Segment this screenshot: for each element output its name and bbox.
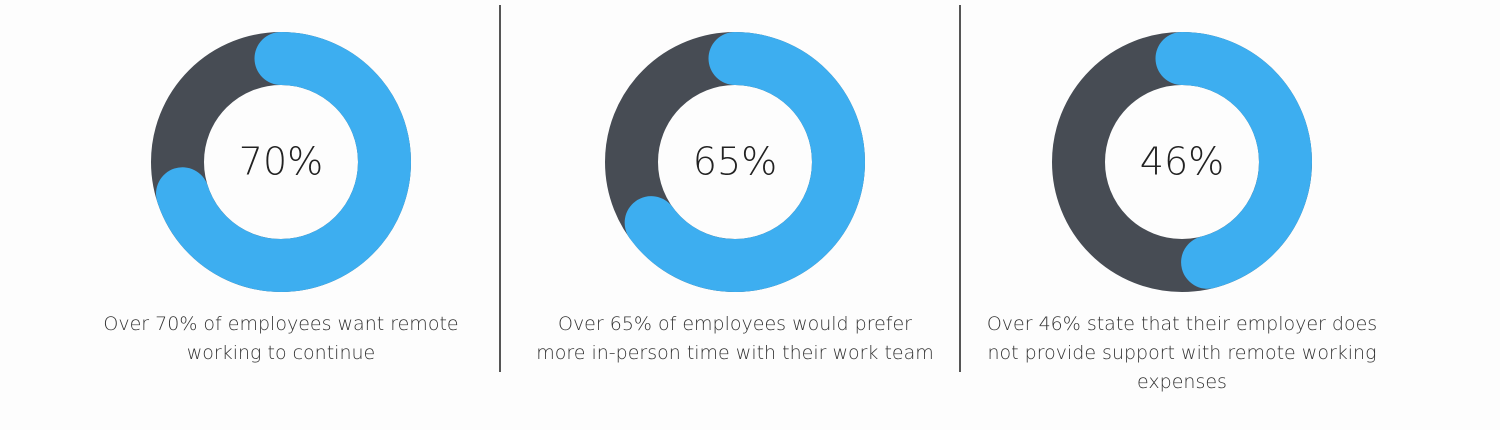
center-value: 70% <box>239 140 323 184</box>
caption: Over 46% state that their employer does … <box>986 313 1378 393</box>
divider <box>959 5 961 372</box>
donut-arc <box>151 32 411 292</box>
divider <box>499 5 501 372</box>
center-value: 46% <box>1140 140 1224 184</box>
caption: Over 65% of employees would prefer more … <box>536 313 934 364</box>
donut-arc <box>1052 32 1312 292</box>
caption: Over 70% of employees want remote workin… <box>103 313 459 364</box>
donut-arc <box>605 32 865 292</box>
center-value: 65% <box>693 140 777 184</box>
